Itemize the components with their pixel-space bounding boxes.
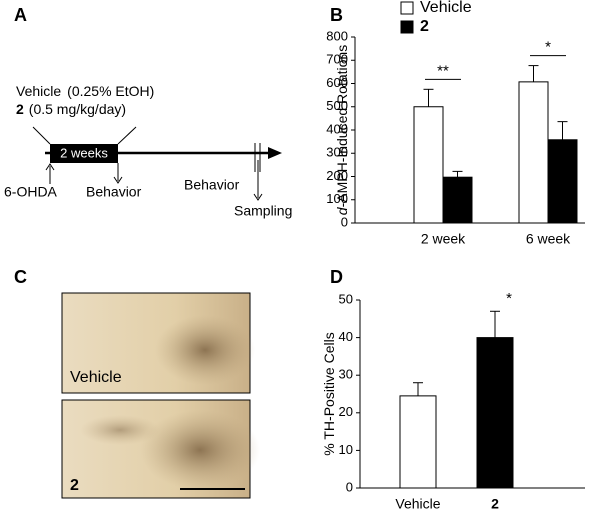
significance-label: * [545,39,551,56]
significance-label: ** [437,62,449,79]
y-tick-label: 20 [339,404,353,419]
y-axis-label-text: -AMPH-Induced Rotations [334,45,350,208]
y-axis-label: % TH-Positive Cells [321,332,337,455]
y-tick-label: 0 [341,214,348,229]
y-tick-label: 600 [326,75,348,90]
treatment-label: Vehicle (0.25% EtOH) [16,83,154,99]
legend-label: 2 [420,18,429,35]
period-label: 2 weeks [60,145,108,160]
bar [413,106,444,224]
event-label: Sampling [234,203,292,219]
panel-label: D [330,267,343,287]
bar [399,395,437,489]
stain [80,415,160,445]
y-tick-label: 500 [326,98,348,113]
bracket [117,126,137,145]
panel-label: C [14,267,27,287]
image-label: Vehicle [70,369,122,386]
vehicle: Vehicle [16,83,61,99]
bar [476,337,514,489]
x-tick-label: 2 [491,496,499,512]
legend-label: Vehicle [420,0,472,16]
y-tick-label: 800 [326,28,348,43]
x-tick-label: 2 week [421,231,466,247]
event-label: Behavior [184,177,240,193]
event-label: 6-OHDA [4,184,58,200]
event-label: Behavior [86,184,142,200]
vehicle-dose: (0.25% EtOH) [67,83,154,99]
y-tick-label: 0 [346,479,353,494]
bar [547,139,578,224]
significance-label: * [506,290,512,307]
treatment-period [50,144,118,163]
micrograph: Vehicle [61,292,255,394]
stain [140,410,260,490]
bar [442,176,473,224]
x-tick-label: 6 week [526,231,571,247]
y-tick-label: 400 [326,121,348,136]
panel-label: A [14,5,27,25]
legend-swatch [400,1,414,15]
x-tick-label: Vehicle [395,496,440,512]
compound: 2 [16,101,24,117]
bracket [32,126,51,145]
timeline-arrow [268,147,282,159]
y-tick-label: 10 [339,442,353,457]
y-tick-label: 200 [326,168,348,183]
y-tick-label: 40 [339,329,353,344]
y-tick-label: 30 [339,367,353,382]
y-axis-label-text: % TH-Positive Cells [321,332,337,455]
treatment-label: 2 (0.5 mg/kg/day) [16,101,126,117]
y-axis-label: d-AMPH-Induced Rotations [334,45,350,215]
y-tick-label: 300 [326,145,348,160]
micrograph: 2 [61,399,260,499]
image-label: 2 [70,477,79,494]
y-tick-label: 50 [339,291,353,306]
arrow-head [45,163,55,171]
panel-label: B [330,5,343,25]
legend-swatch [400,20,414,34]
y-tick-label: 100 [326,191,348,206]
arrow-head [253,193,263,201]
arrow-head [113,176,123,184]
y-tick-label: 700 [326,52,348,67]
compound-dose: (0.5 mg/kg/day) [29,101,126,117]
y-axis-label-italic: d [334,206,350,215]
stain [155,315,255,385]
bar [518,81,549,224]
